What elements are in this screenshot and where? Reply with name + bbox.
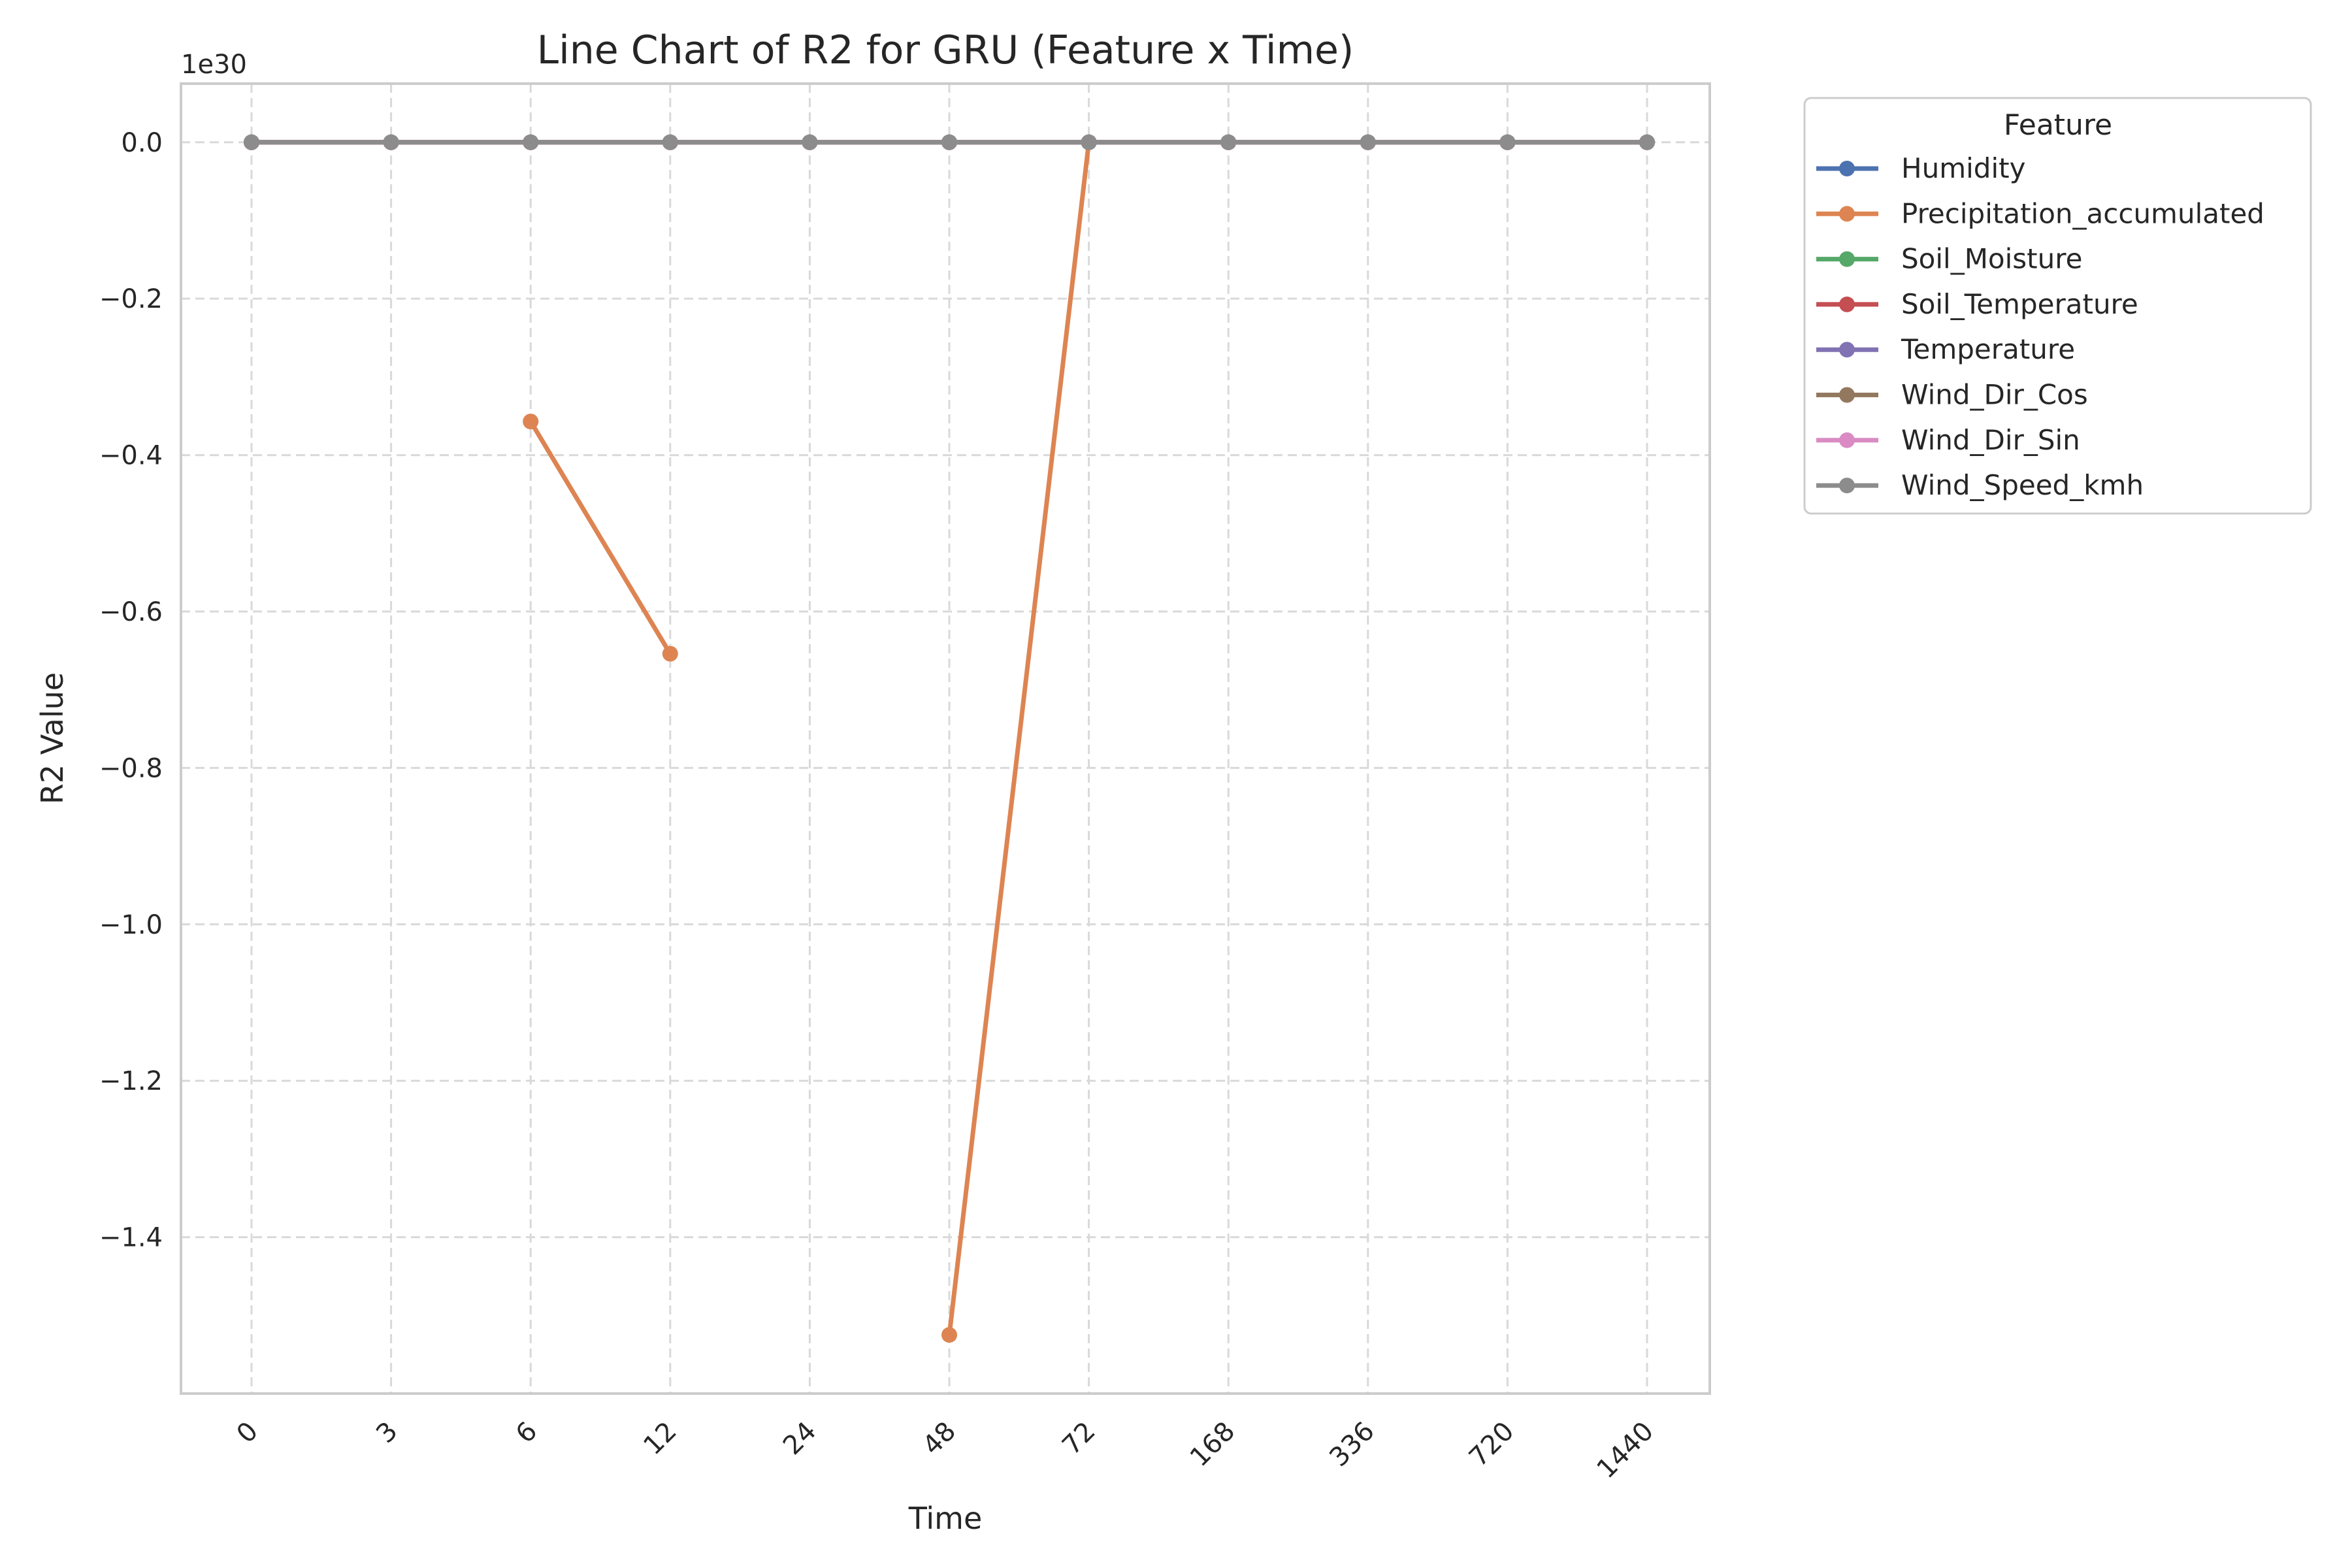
data-point-wind-speed-kmh: [1360, 134, 1376, 150]
y-axis-label: R2 Value: [35, 672, 70, 804]
y-tick-label: −0.2: [99, 284, 163, 314]
legend-swatch-marker: [1839, 251, 1855, 267]
legend-swatch-marker: [1839, 206, 1855, 222]
legend-label: Soil_Moisture: [1901, 243, 2082, 275]
legend-title: Feature: [2004, 108, 2112, 142]
legend: Feature Humidity Precipitation_accumulate…: [1803, 97, 2312, 515]
series-line-precipitation-accumulated: [947, 140, 1092, 1337]
y-tick-label: 0.0: [121, 128, 163, 158]
legend-item-wind-dir-cos: Wind_Dir_Cos: [1816, 379, 2088, 411]
legend-label: Humidity: [1901, 152, 2025, 184]
legend-item-temperature: Temperature: [1816, 333, 2075, 365]
legend-swatch-marker: [1839, 387, 1855, 403]
data-point-precipitation-accumulated: [662, 645, 678, 662]
legend-label: Wind_Dir_Sin: [1901, 424, 2080, 456]
data-point-precipitation-accumulated: [523, 414, 539, 430]
y-tick-label: −0.4: [99, 441, 163, 471]
y-axis-exponent-label: 1e30: [181, 50, 247, 80]
data-point-wind-speed-kmh: [523, 134, 539, 150]
data-point-wind-speed-kmh: [1220, 134, 1237, 150]
y-tick-labels: 0.0 −0.2 −0.4 −0.6 −0.8 −1.0 −1.2 −1.4: [99, 128, 163, 1253]
legend-label: Soil_Temperature: [1901, 288, 2138, 320]
series-layer: [244, 134, 1655, 1343]
legend-swatch-marker: [1839, 432, 1855, 448]
legend-label: Wind_Speed_kmh: [1901, 469, 2144, 501]
plot-frame: [180, 82, 1711, 1395]
legend-item-wind-speed-kmh: Wind_Speed_kmh: [1816, 469, 2144, 501]
data-point-wind-speed-kmh: [383, 134, 399, 150]
grid-layer: [181, 84, 1710, 1394]
data-point-wind-speed-kmh: [802, 134, 818, 150]
legend-label: Wind_Dir_Cos: [1901, 379, 2088, 411]
series-line-precipitation-accumulated: [528, 419, 673, 657]
y-tick-label: −1.4: [99, 1223, 163, 1253]
legend-swatch-marker: [1839, 342, 1855, 358]
legend-item-precipitation-accumulated: Precipitation_accumulated: [1816, 197, 2264, 229]
data-point-wind-speed-kmh: [1081, 134, 1097, 150]
legend-items: Humidity Precipitation_accumulated Soil_Mo…: [1816, 152, 2264, 501]
data-point-wind-speed-kmh: [662, 134, 678, 150]
legend-swatch-marker: [1839, 161, 1855, 176]
series-wind-speed-kmh: [244, 134, 1655, 150]
y-tick-label: −1.0: [99, 910, 163, 940]
y-tick-label: −1.2: [99, 1066, 163, 1096]
data-point-wind-speed-kmh: [244, 134, 259, 150]
legend-label: Temperature: [1901, 333, 2075, 365]
legend-swatch-marker: [1839, 478, 1855, 494]
legend-box: [1803, 97, 2312, 515]
data-point-wind-speed-kmh: [1499, 134, 1516, 150]
legend-label: Precipitation_accumulated: [1901, 197, 2264, 229]
chart-title: Line Chart of R2 for GRU (Feature x Time…: [537, 27, 1354, 73]
x-axis-label: Time: [908, 1501, 983, 1536]
data-point-precipitation-accumulated: [941, 1327, 957, 1343]
legend-item-humidity: Humidity: [1816, 152, 2025, 184]
legend-swatch-marker: [1839, 296, 1855, 312]
data-point-wind-speed-kmh: [941, 134, 957, 150]
y-tick-label: −0.6: [99, 597, 163, 627]
y-tick-label: −0.8: [99, 753, 163, 783]
data-point-wind-speed-kmh: [1639, 134, 1655, 150]
legend-item-soil-temperature: Soil_Temperature: [1816, 288, 2138, 320]
legend-item-soil-moisture: Soil_Moisture: [1816, 243, 2082, 275]
legend-item-wind-dir-sin: Wind_Dir_Sin: [1816, 424, 2080, 456]
